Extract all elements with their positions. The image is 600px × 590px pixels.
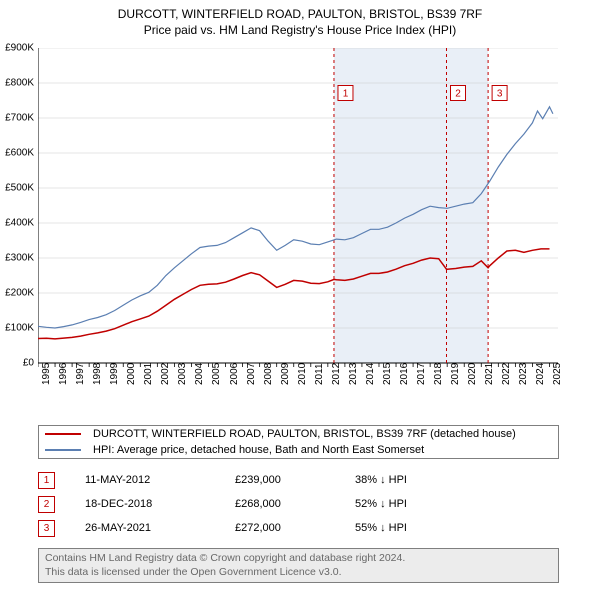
chart-container: { "title_line1": "DURCOTT, WINTERFIELD R… [0,0,600,590]
y-tick-label: £700K [5,113,34,124]
y-tick-label: £800K [5,78,34,89]
legend-swatch-2 [45,449,81,451]
x-tick-label: 1997 [75,363,86,385]
x-tick-label: 1996 [58,363,69,385]
x-tick-label: 2017 [416,363,427,385]
x-tick-label: 2000 [126,363,137,385]
sales-price-1: £239,000 [235,474,355,486]
footer-line-2: This data is licensed under the Open Gov… [45,566,552,580]
x-tick-label: 2010 [297,363,308,385]
x-tick-label: 2023 [518,363,529,385]
sales-badge-2: 2 [38,496,55,513]
x-tick-label: 2021 [484,363,495,385]
x-tick-label: 2024 [535,363,546,385]
sales-price-2: £268,000 [235,498,355,510]
sales-price-3: £272,000 [235,522,355,534]
legend-row-1: DURCOTT, WINTERFIELD ROAD, PAULTON, BRIS… [39,426,558,442]
x-tick-label: 2018 [433,363,444,385]
x-tick-label: 2008 [263,363,274,385]
x-tick-label: 2016 [399,363,410,385]
y-tick-label: £200K [5,288,34,299]
x-tick-label: 2003 [177,363,188,385]
x-tick-label: 1999 [109,363,120,385]
x-tick-label: 2009 [280,363,291,385]
y-tick-label: £600K [5,148,34,159]
chart-area: 1 2 3 [38,48,590,403]
chart-title: DURCOTT, WINTERFIELD ROAD, PAULTON, BRIS… [0,0,600,38]
x-tick-label: 2019 [450,363,461,385]
x-tick-label: 2002 [160,363,171,385]
sales-table: 1 11-MAY-2012 £239,000 38% ↓ HPI 2 18-DE… [38,468,475,540]
x-tick-label: 2022 [501,363,512,385]
x-tick-label: 2007 [246,363,257,385]
x-tick-label: 2015 [382,363,393,385]
y-tick-label: £400K [5,218,34,229]
x-tick-label: 1995 [41,363,52,385]
legend-row-2: HPI: Average price, detached house, Bath… [39,442,558,458]
footer-line-1: Contains HM Land Registry data © Crown c… [45,552,552,566]
sales-row-3: 3 26-MAY-2021 £272,000 55% ↓ HPI [38,516,475,540]
x-tick-label: 2014 [365,363,376,385]
sales-date-1: 11-MAY-2012 [85,474,235,486]
x-tick-label: 2001 [143,363,154,385]
svg-text:3: 3 [497,89,503,100]
legend-label-2: HPI: Average price, detached house, Bath… [93,444,424,456]
y-tick-label: £100K [5,323,34,334]
x-tick-label: 2011 [314,363,325,385]
x-tick-label: 2005 [211,363,222,385]
sales-delta-1: 38% ↓ HPI [355,474,475,486]
title-line-1: DURCOTT, WINTERFIELD ROAD, PAULTON, BRIS… [0,6,600,22]
legend: DURCOTT, WINTERFIELD ROAD, PAULTON, BRIS… [38,425,559,459]
x-tick-label: 2012 [331,363,342,385]
y-tick-label: £500K [5,183,34,194]
sales-badge-1: 1 [38,472,55,489]
chart-svg: 1 2 3 [38,48,590,403]
x-tick-label: 1998 [92,363,103,385]
x-tick-label: 2004 [194,363,205,385]
sales-date-3: 26-MAY-2021 [85,522,235,534]
sales-row-1: 1 11-MAY-2012 £239,000 38% ↓ HPI [38,468,475,492]
y-tick-label: £900K [5,43,34,54]
x-tick-label: 2013 [348,363,359,385]
y-tick-label: £300K [5,253,34,264]
footer-attribution: Contains HM Land Registry data © Crown c… [38,548,559,583]
sales-badge-3: 3 [38,520,55,537]
legend-label-1: DURCOTT, WINTERFIELD ROAD, PAULTON, BRIS… [93,428,516,440]
x-tick-label: 2006 [229,363,240,385]
sales-row-2: 2 18-DEC-2018 £268,000 52% ↓ HPI [38,492,475,516]
sales-date-2: 18-DEC-2018 [85,498,235,510]
svg-text:1: 1 [343,89,349,100]
sales-delta-3: 55% ↓ HPI [355,522,475,534]
x-tick-label: 2020 [467,363,478,385]
sales-delta-2: 52% ↓ HPI [355,498,475,510]
legend-swatch-1 [45,433,81,435]
svg-text:2: 2 [455,89,461,100]
x-tick-label: 2025 [552,363,563,385]
y-tick-label: £0 [23,358,34,369]
title-line-2: Price paid vs. HM Land Registry's House … [0,22,600,38]
